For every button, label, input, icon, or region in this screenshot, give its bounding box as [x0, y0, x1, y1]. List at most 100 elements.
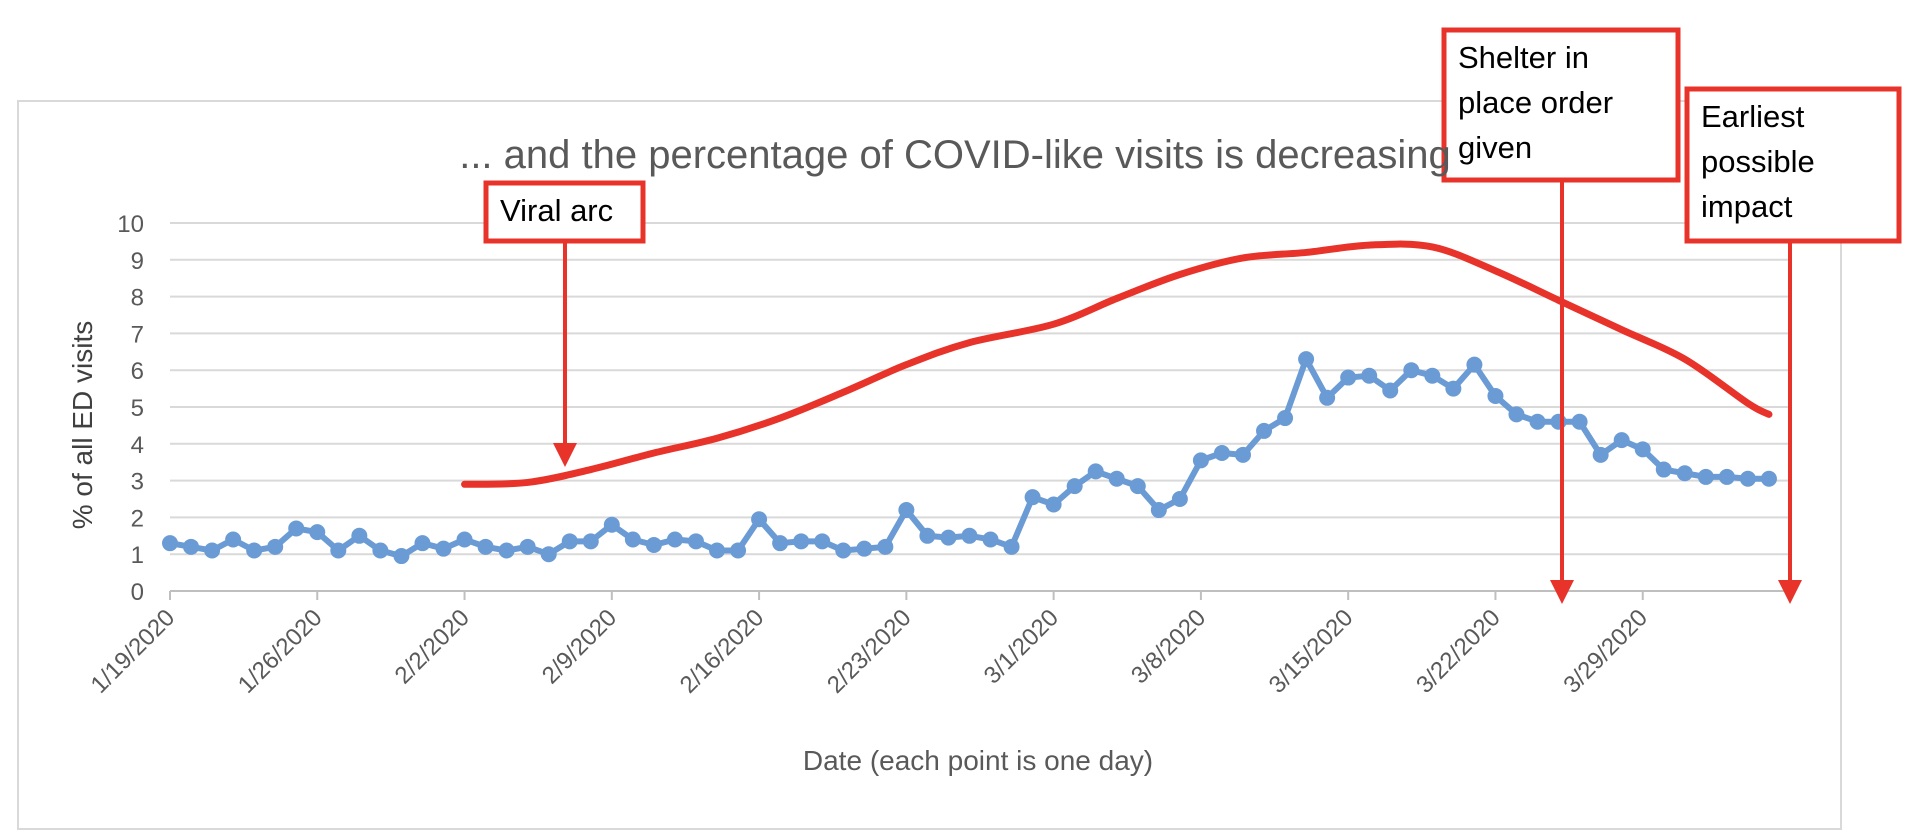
data-point: [688, 533, 704, 549]
data-point: [414, 535, 430, 551]
y-tick-label: 5: [131, 395, 144, 422]
data-point: [1551, 414, 1567, 430]
data-point: [1235, 447, 1251, 463]
data-point: [478, 539, 494, 555]
annotation-text: place order: [1458, 85, 1613, 120]
data-point: [1614, 432, 1630, 448]
data-point: [225, 531, 241, 547]
annotation-text: impact: [1701, 189, 1793, 224]
x-tick-label: 3/1/2020: [979, 604, 1064, 689]
data-point: [583, 533, 599, 549]
data-point: [1698, 469, 1714, 485]
data-point: [1046, 497, 1062, 513]
data-point: [1740, 471, 1756, 487]
data-point: [372, 543, 388, 559]
data-point: [1319, 390, 1335, 406]
data-point: [604, 517, 620, 533]
x-tick-label: 2/16/2020: [675, 604, 770, 699]
data-point: [1151, 502, 1167, 518]
data-point: [351, 528, 367, 544]
data-point: [1572, 414, 1588, 430]
data-point: [1466, 357, 1482, 373]
data-point: [1445, 381, 1461, 397]
y-tick-label: 7: [131, 321, 144, 348]
x-tick-label: 1/19/2020: [86, 604, 181, 699]
x-tick-label: 3/29/2020: [1558, 604, 1653, 699]
x-tick-label: 3/15/2020: [1264, 604, 1359, 699]
covid-visits-line: [170, 359, 1769, 556]
data-point: [709, 543, 725, 559]
data-point: [793, 533, 809, 549]
data-point: [436, 541, 452, 557]
annotation-text: possible: [1701, 144, 1815, 179]
data-point: [751, 511, 767, 527]
data-point: [1424, 368, 1440, 384]
x-tick-label: 3/8/2020: [1126, 604, 1211, 689]
y-tick-label: 2: [131, 505, 144, 532]
data-point: [919, 528, 935, 544]
data-point: [1361, 368, 1377, 384]
data-point: [1403, 362, 1419, 378]
data-point: [961, 528, 977, 544]
x-tick-label: 2/9/2020: [537, 604, 622, 689]
data-point: [499, 543, 515, 559]
y-tick-label: 3: [131, 469, 144, 496]
data-point: [983, 531, 999, 547]
data-point: [1214, 445, 1230, 461]
y-tick-label: 10: [117, 211, 144, 238]
data-point: [814, 533, 830, 549]
data-point: [1487, 388, 1503, 404]
data-point: [646, 537, 662, 553]
data-point: [1088, 463, 1104, 479]
data-point: [330, 543, 346, 559]
data-point: [1530, 414, 1546, 430]
data-point: [1130, 478, 1146, 494]
data-point: [1382, 382, 1398, 398]
x-axis-label: Date (each point is one day): [803, 745, 1153, 776]
data-point: [1256, 423, 1272, 439]
y-tick-label: 4: [131, 432, 144, 459]
data-point: [288, 520, 304, 536]
y-tick-label: 1: [131, 542, 144, 569]
data-point: [562, 533, 578, 549]
covid-visits-series: [162, 351, 1777, 564]
y-tick-label: 0: [131, 579, 144, 606]
data-point: [457, 531, 473, 547]
chart-title: ... and the percentage of COVID-like vis…: [459, 133, 1451, 177]
data-point: [667, 531, 683, 547]
data-point: [856, 541, 872, 557]
data-point: [1635, 441, 1651, 457]
viral-arc-series: [465, 244, 1769, 484]
y-tick-label: 6: [131, 358, 144, 385]
annotation-text: Viral arc: [500, 193, 613, 228]
data-point: [1656, 462, 1672, 478]
data-point: [1340, 370, 1356, 386]
data-point: [835, 543, 851, 559]
data-point: [520, 539, 536, 555]
annotation-text: Shelter in: [1458, 40, 1589, 75]
data-point: [730, 543, 746, 559]
data-point: [1004, 539, 1020, 555]
data-point: [1298, 351, 1314, 367]
data-point: [204, 543, 220, 559]
data-point: [1067, 478, 1083, 494]
data-point: [183, 539, 199, 555]
data-point: [309, 524, 325, 540]
data-point: [1025, 489, 1041, 505]
y-tick-label: 9: [131, 248, 144, 275]
data-point: [1593, 447, 1609, 463]
data-point: [162, 535, 178, 551]
x-tick-label: 3/22/2020: [1411, 604, 1506, 699]
data-point: [940, 530, 956, 546]
data-point: [246, 543, 262, 559]
data-point: [1277, 410, 1293, 426]
data-point: [1109, 471, 1125, 487]
data-point: [1719, 469, 1735, 485]
annotation-1: Viral arc: [486, 183, 643, 455]
x-tick-label: 1/26/2020: [233, 604, 328, 699]
data-point: [1508, 406, 1524, 422]
